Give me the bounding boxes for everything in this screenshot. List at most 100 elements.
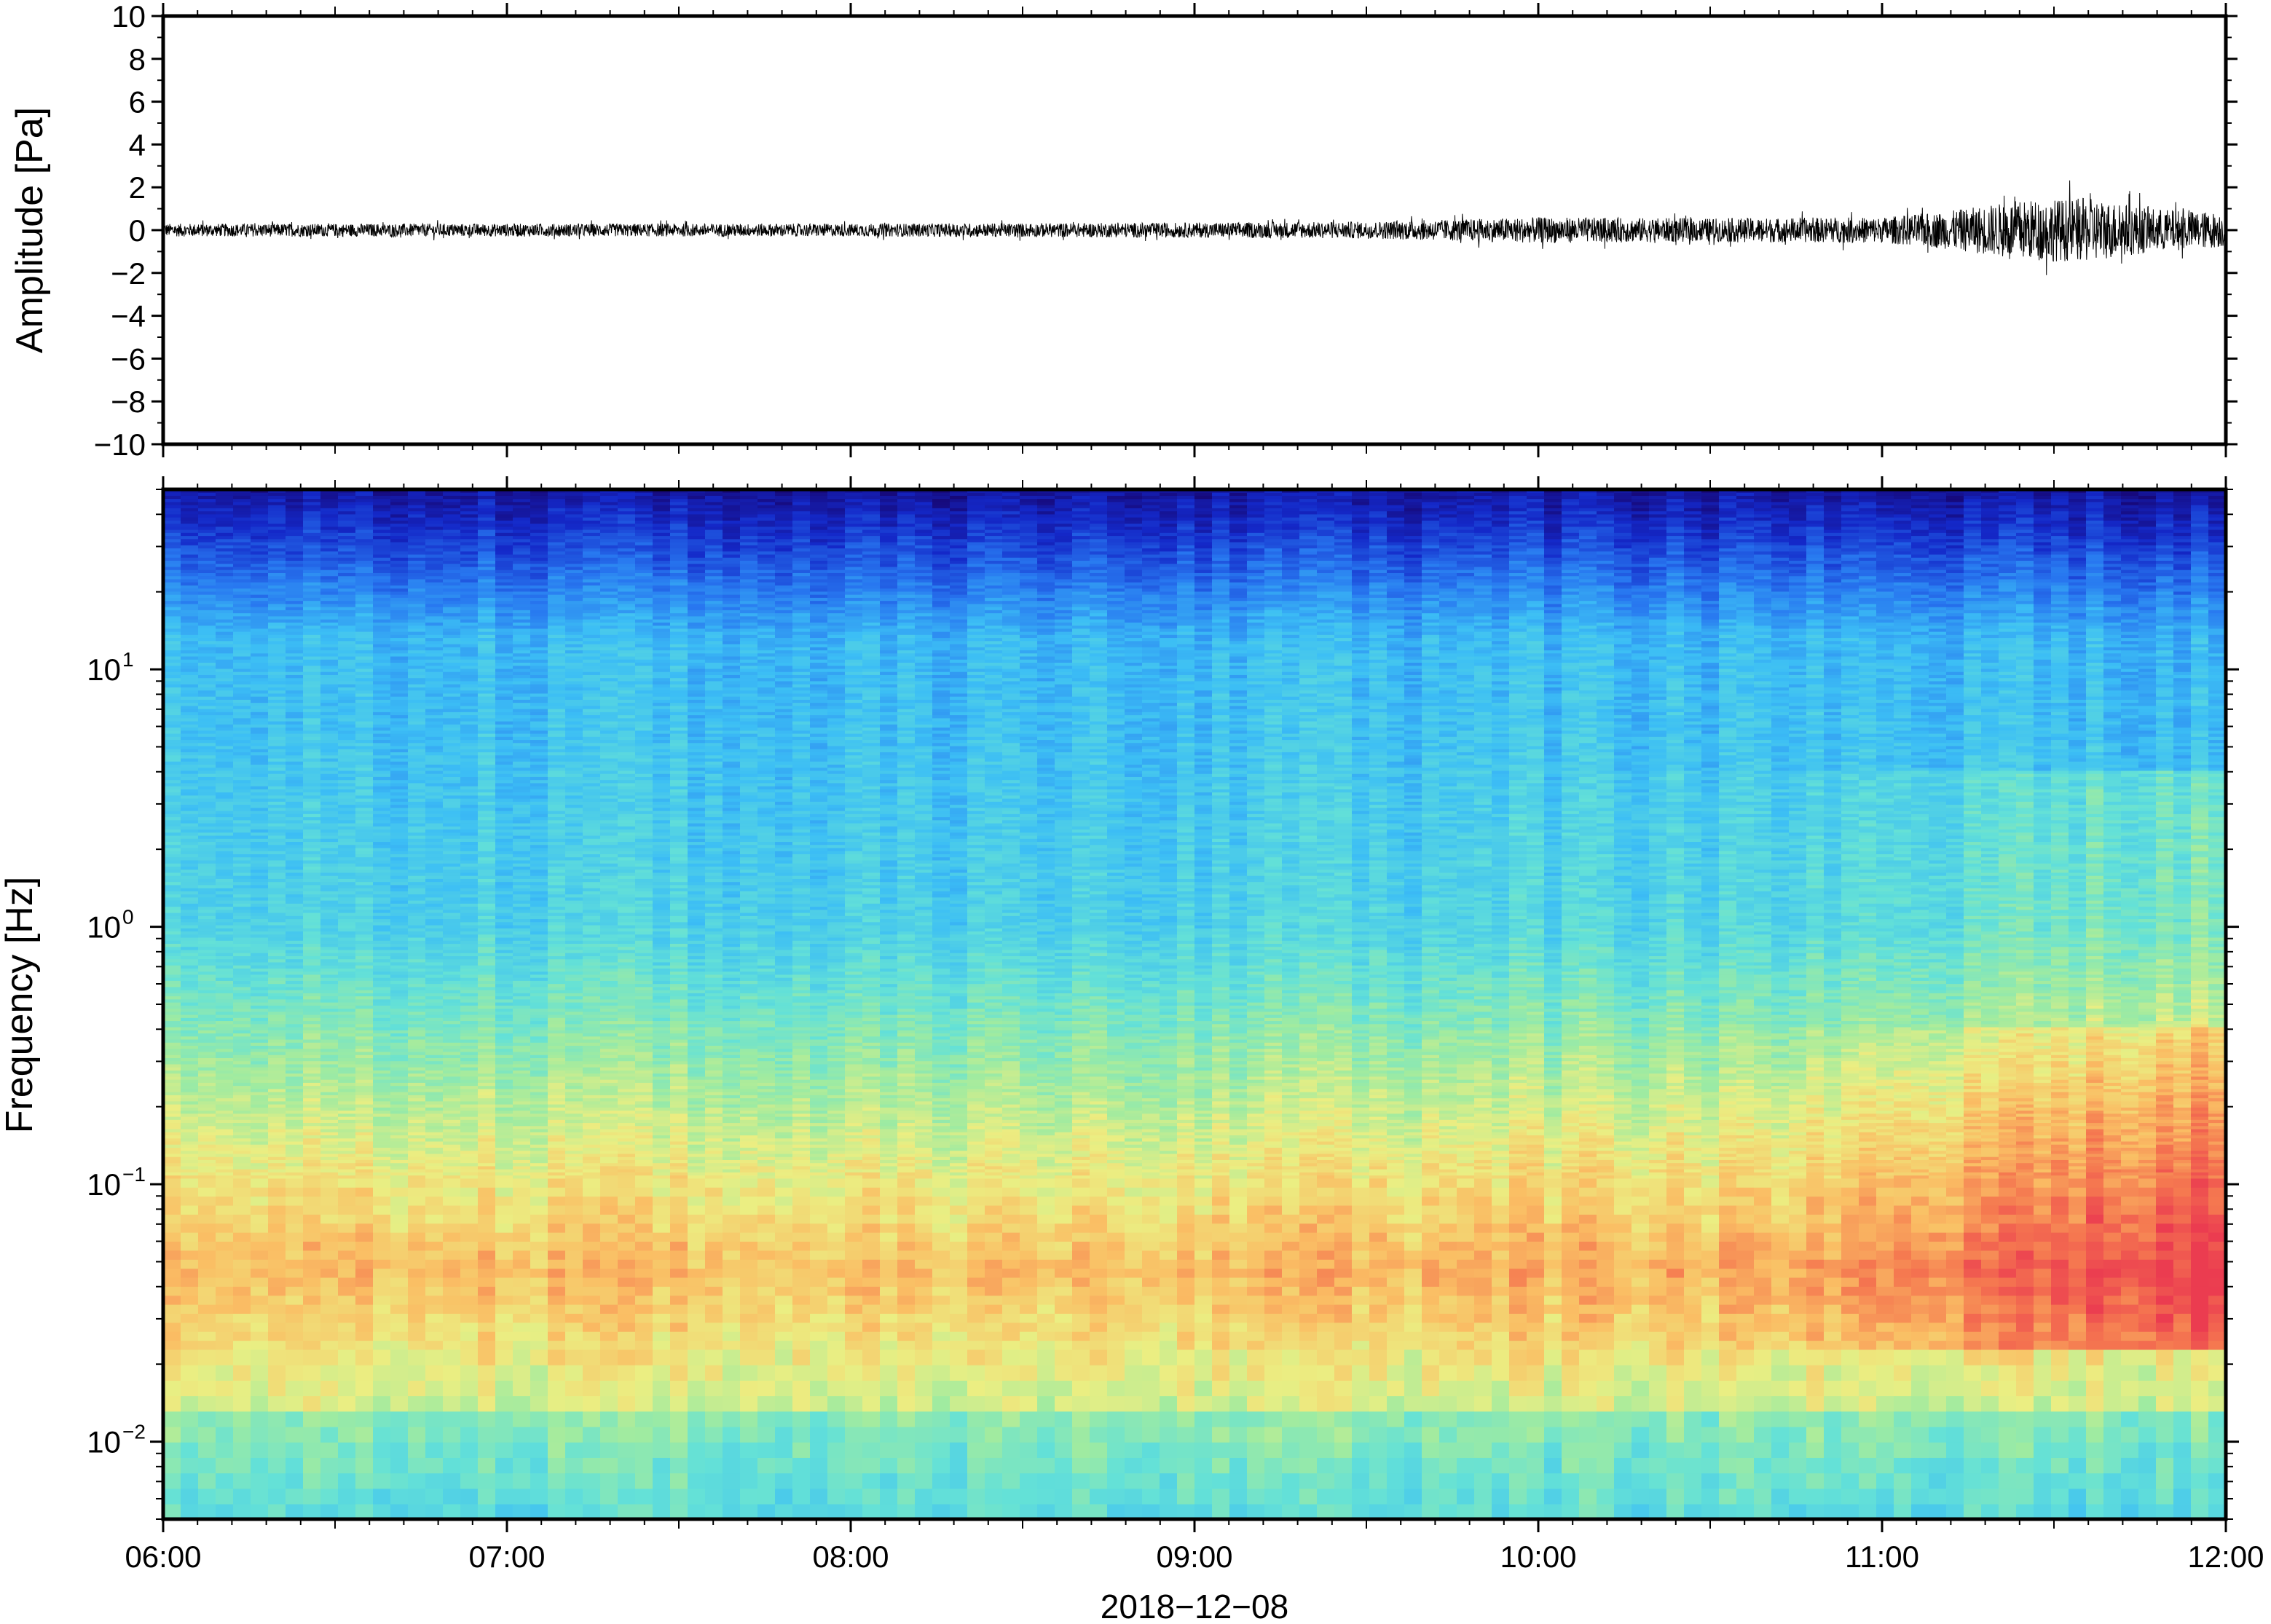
- spectrogram-cell: [408, 1340, 426, 1349]
- spectrogram-cell: [286, 1304, 304, 1314]
- spectrogram-cell: [460, 1489, 479, 1505]
- spectrogram-cell: [268, 1268, 286, 1277]
- spectrogram-cell: [163, 1457, 181, 1473]
- spectrogram-cell: [233, 1349, 251, 1365]
- spectrogram-cell: [390, 1232, 409, 1242]
- spectrogram-cell: [355, 1504, 374, 1520]
- spectrogram-cell: [460, 1196, 479, 1205]
- spectrogram-cell: [198, 1395, 216, 1411]
- spectrogram-cell: [216, 1323, 234, 1332]
- spectrogram-cell: [373, 1214, 391, 1223]
- spectrogram-cell: [355, 1250, 374, 1260]
- spectrogram-cell: [216, 1205, 234, 1215]
- spectrogram-cell: [355, 1365, 374, 1381]
- spectrogram-cell: [355, 1286, 374, 1296]
- spectrogram-cell: [268, 1205, 286, 1215]
- spectrogram-cell: [460, 1323, 479, 1332]
- spectrogram-cell: [425, 1395, 444, 1411]
- spectrogram-cell: [390, 1277, 409, 1287]
- spectrogram-cell: [216, 1304, 234, 1314]
- spectrogram-cell: [303, 1178, 321, 1188]
- spectrogram-cell: [251, 1205, 269, 1215]
- spectrogram-cell: [163, 1331, 181, 1341]
- spectrogram-cell: [268, 1259, 286, 1269]
- spectrogram-cell: [251, 1473, 269, 1489]
- spectrogram-cell: [286, 1395, 304, 1411]
- spectrogram-cell: [355, 1223, 374, 1232]
- spectrogram-cell: [443, 1340, 461, 1349]
- spectrogram-cell: [443, 1427, 461, 1443]
- spectrogram-cell: [373, 1268, 391, 1277]
- spectrogram-cell: [425, 1442, 444, 1458]
- spectrogram-cell: [425, 1277, 444, 1287]
- spectrogram-cell: [181, 1268, 199, 1277]
- spectrogram-cell: [303, 1349, 321, 1365]
- spectrogram-cell: [355, 1457, 374, 1473]
- spectrogram-cell: [320, 1304, 339, 1314]
- spectrogram-cell: [355, 1395, 374, 1411]
- spectrogram-cell: [478, 1457, 496, 1473]
- spectrogram-cell: [478, 1205, 496, 1215]
- spectrogram-heatmap: [163, 489, 2227, 1520]
- spectrogram-cell: [286, 1473, 304, 1489]
- spectrogram-cell: [233, 1313, 251, 1323]
- spectrogram-cell: [233, 1331, 251, 1341]
- spectrogram-cell: [373, 1331, 391, 1341]
- spectrogram-cell: [268, 1277, 286, 1287]
- spectrogram-cell: [460, 1268, 479, 1277]
- spectrogram-cell: [163, 1427, 181, 1443]
- spectrogram-cell: [320, 1340, 339, 1349]
- spectrogram-cell: [460, 1178, 479, 1188]
- spectrogram-cell: [443, 1380, 461, 1396]
- spectrogram-cell: [373, 1178, 391, 1188]
- spectrogram-cell: [251, 1241, 269, 1250]
- spectrogram-cell: [181, 1323, 199, 1332]
- spectrogram-cell: [408, 1259, 426, 1269]
- spectrogram-cell: [478, 1489, 496, 1505]
- spectrogram-cell: [198, 1268, 216, 1277]
- spectrogram-cell: [216, 1277, 234, 1287]
- spectrogram-cell: [425, 1411, 444, 1427]
- spectrogram-cell: [251, 1411, 269, 1427]
- spectrogram-cell: [251, 1187, 269, 1197]
- spectrogram-cell: [181, 1457, 199, 1473]
- spectrogram-cell: [268, 1304, 286, 1314]
- spectrogram-cell: [390, 1349, 409, 1365]
- spectrogram-cell: [478, 1187, 496, 1197]
- spectrogram-cell: [286, 1442, 304, 1458]
- spectrogram-cell: [268, 1349, 286, 1365]
- spectrogram-cell: [425, 1331, 444, 1341]
- spectrogram-cell: [216, 1457, 234, 1473]
- spectrogram-cell: [425, 1286, 444, 1296]
- spectrogram-cell: [163, 1504, 181, 1520]
- spectrogram-cell: [181, 1286, 199, 1296]
- spectrogram-cell: [338, 1205, 356, 1215]
- spectrogram-cell: [303, 1411, 321, 1427]
- spectrogram-cell: [390, 1427, 409, 1443]
- spectrogram-cell: [233, 1250, 251, 1260]
- spectrogram-cell: [373, 1223, 391, 1232]
- spectrogram-cell: [163, 1313, 181, 1323]
- spectrogram-cell: [216, 1286, 234, 1296]
- spectrogram-cell: [286, 1241, 304, 1250]
- spectrogram-cell: [373, 1380, 391, 1396]
- spectrogram-cell: [373, 1196, 391, 1205]
- spectrogram-cell: [181, 1295, 199, 1304]
- spectrogram-cell: [303, 1214, 321, 1223]
- spectrogram-cell: [216, 1365, 234, 1381]
- spectrogram-cell: [181, 1196, 199, 1205]
- spectrogram-cell: [268, 1427, 286, 1443]
- spectrogram-cell: [373, 1442, 391, 1458]
- spectrogram-cell: [216, 1504, 234, 1520]
- spectrogram-cell: [251, 1349, 269, 1365]
- spectrogram-cell: [163, 1241, 181, 1250]
- spectrogram-cell: [286, 1411, 304, 1427]
- spectrogram-cell: [198, 1205, 216, 1215]
- spectrogram-cell: [181, 1340, 199, 1349]
- spectrogram-cell: [181, 1427, 199, 1443]
- spectrogram-cell: [408, 1214, 426, 1223]
- spectrogram-cell: [355, 1268, 374, 1277]
- spectrogram-cell: [268, 1187, 286, 1197]
- spectrogram-cell: [408, 1457, 426, 1473]
- spectrogram-cell: [268, 1380, 286, 1396]
